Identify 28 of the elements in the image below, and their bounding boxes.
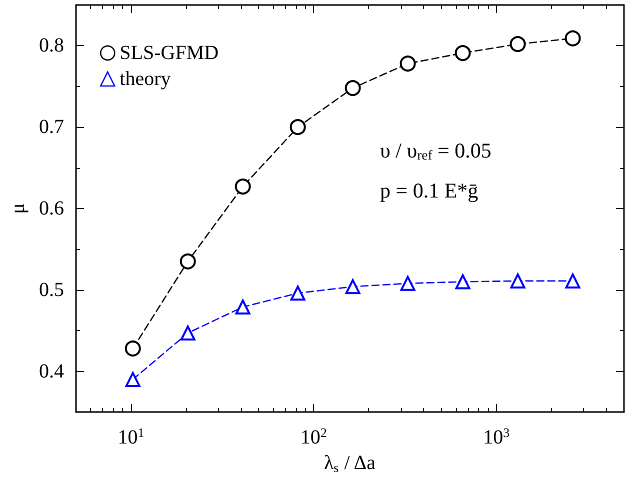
- point: [400, 56, 416, 72]
- point: [235, 299, 250, 314]
- point: [234, 178, 251, 195]
- point: [565, 273, 580, 288]
- annotation: υ / υref = 0.05: [380, 138, 492, 163]
- point: [344, 80, 361, 96]
- point: [345, 279, 360, 294]
- point: [125, 372, 140, 387]
- legend-label: theory: [120, 68, 171, 90]
- y-tick-label: 0.8: [39, 34, 64, 57]
- y-tick-label: 0.5: [39, 278, 64, 301]
- y-tick-label: 0.6: [39, 198, 64, 220]
- y-tick-label: 0.7: [39, 116, 64, 138]
- point: [564, 30, 581, 46]
- point: [180, 326, 196, 341]
- y-tick-label: 0.4: [39, 360, 64, 382]
- y-axis-title: μ: [7, 203, 29, 214]
- legend-label: SLS-GFMD: [120, 42, 219, 64]
- annotation: p = 0.1 E*ḡ: [380, 178, 479, 202]
- point: [180, 253, 196, 270]
- point: [124, 340, 141, 357]
- point: [510, 36, 526, 52]
- point: [510, 273, 526, 288]
- point: [454, 45, 471, 62]
- point: [290, 286, 306, 301]
- point: [290, 119, 306, 136]
- point: [455, 274, 470, 290]
- point: [400, 276, 416, 291]
